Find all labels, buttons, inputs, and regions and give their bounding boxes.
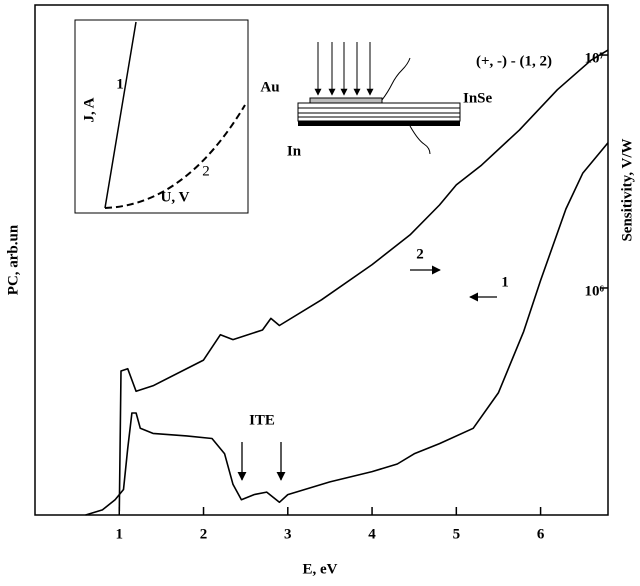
inset-curve-label: 2 [202,163,210,179]
y2-tick-label: 10⁶ [585,283,605,299]
series-line [85,142,609,516]
annotation: ITE [249,412,275,428]
curve-label: 1 [501,274,509,290]
x-tick-label: 5 [453,526,461,542]
inset-curve [104,21,137,209]
y2-tick-label: 10⁷ [585,50,605,66]
x-tick-label: 1 [116,526,124,542]
schematic-label: Au [260,79,279,95]
schematic-label: (+, -) - (1, 2) [476,53,552,69]
inset-frame [74,19,249,214]
schematic [297,42,461,155]
schematic-label: In [287,143,302,159]
x-axis-label: E, eV [303,561,338,577]
inset-y-label: J, A [81,97,97,122]
y2-axis-label: Sensitivity, V/W [619,138,635,241]
plot-frame [34,4,609,516]
schematic-label: InSe [463,90,493,106]
x-tick-label: 4 [368,526,376,542]
inset-curve [104,104,246,209]
inset-curve-label: 1 [116,76,124,92]
x-tick-label: 2 [200,526,208,542]
x-tick-label: 6 [537,526,545,542]
y-axis-label: PC, arb.un [5,224,21,295]
series-line [118,49,609,512]
inset-x-label: U, V [161,189,190,205]
x-tick-label: 3 [284,526,292,542]
curve-label: 2 [416,246,424,262]
